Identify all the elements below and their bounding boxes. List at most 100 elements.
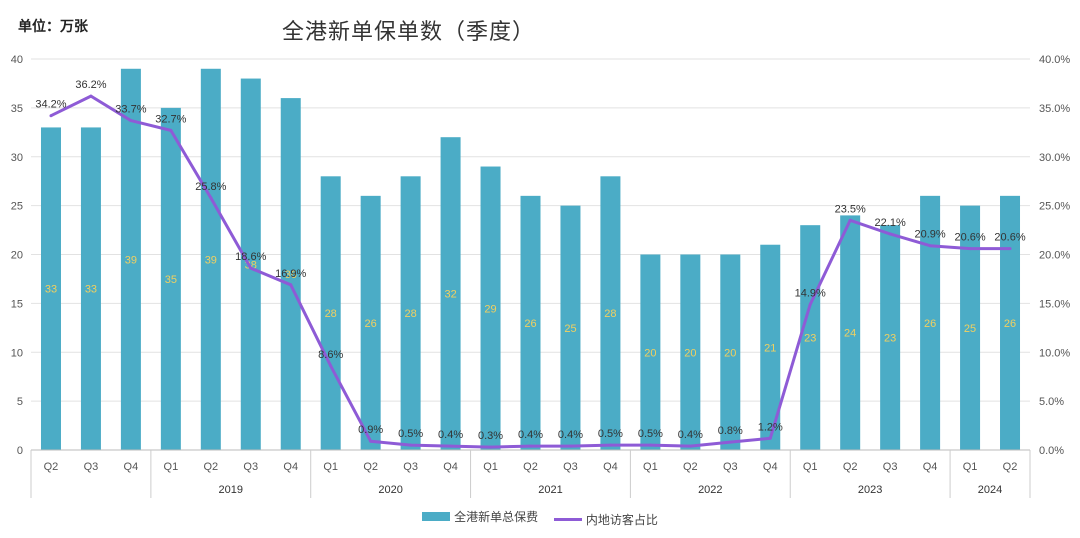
- bar: [1000, 195, 1021, 450]
- legend-line-label: 内地访客占比: [585, 513, 658, 527]
- y-left-tick: 5: [17, 396, 23, 408]
- line-value-label: 0.5%: [398, 428, 423, 440]
- y-right-tick: 40.0%: [1039, 54, 1070, 66]
- x-tick-label: Q2: [843, 461, 858, 473]
- bar-value-label: 20: [684, 347, 696, 359]
- x-axis: Q2 Q3 Q4 Q1 Q2 Q3 Q4 Q1 Q2 Q3 Q4 Q1 Q2 Q3 Q4 Q1 Q2 Q3 Q4 Q1…: [30, 449, 1031, 498]
- legend-item-line: 内地访客占比: [553, 511, 658, 528]
- bar: [680, 254, 701, 450]
- bar-value-label: 36: [285, 269, 297, 281]
- bar-value-label: 20: [644, 347, 656, 359]
- y-left-tick: 15: [11, 298, 23, 310]
- bar: [520, 195, 541, 450]
- line-value-label: 1.2%: [758, 421, 783, 433]
- y-left-tick: 0: [17, 445, 23, 457]
- y-right-tick: 25.0%: [1039, 201, 1070, 213]
- line-value-label: 0.3%: [478, 430, 503, 442]
- bar: [320, 176, 341, 451]
- x-tick-label: Q3: [243, 461, 258, 473]
- bar-value-label: 25: [964, 323, 976, 335]
- line-point: [49, 114, 53, 118]
- bar: [120, 68, 141, 451]
- line-point: [89, 94, 93, 98]
- line-value-label: 0.4%: [438, 429, 463, 441]
- line-point: [928, 244, 932, 248]
- line-point: [329, 364, 333, 368]
- bar-value-label: 33: [45, 284, 57, 296]
- y-right-tick: 15.0%: [1039, 298, 1070, 310]
- line-point: [648, 443, 652, 447]
- x-tick-label: Q1: [803, 461, 818, 473]
- x-tick-label: Q4: [283, 461, 298, 473]
- x-tick-label: Q3: [883, 461, 898, 473]
- x-tick-label: Q3: [403, 461, 418, 473]
- y-right-tick: 35.0%: [1039, 103, 1070, 115]
- bar: [400, 176, 421, 451]
- line-value-label: 0.4%: [518, 429, 543, 441]
- line-point: [808, 302, 812, 306]
- y-right-tick: 20.0%: [1039, 250, 1070, 262]
- year-label: 2020: [378, 484, 402, 496]
- line-point: [1008, 247, 1012, 251]
- x-tick-label: Q4: [763, 461, 778, 473]
- line-series: [49, 94, 1012, 449]
- line-point: [848, 218, 852, 222]
- y-right-tick: 30.0%: [1039, 152, 1070, 164]
- bar: [480, 166, 501, 450]
- y-left-tick: 25: [11, 201, 23, 213]
- y-right-tick: 5.0%: [1039, 396, 1064, 408]
- line-point: [129, 119, 133, 123]
- unit-label: 单位：万张: [18, 19, 88, 35]
- line-point: [888, 232, 892, 236]
- bar: [640, 254, 661, 450]
- line-value-label: 22.1%: [875, 217, 906, 229]
- bar: [920, 195, 941, 450]
- line-point: [169, 128, 173, 132]
- y-axis-left: 0 5 10 15 20 25 30 35 40: [11, 54, 23, 457]
- line-point: [529, 444, 532, 448]
- line-value-label: 36.2%: [75, 79, 106, 91]
- bar: [720, 254, 741, 450]
- bar-value-label: 39: [205, 254, 217, 266]
- legend-bar-label: 全港新单总保费: [454, 510, 539, 524]
- bar-value-label: 28: [325, 308, 337, 320]
- line-value-label: 0.5%: [638, 428, 663, 440]
- bar: [280, 98, 301, 450]
- bar-value-label: 28: [604, 308, 616, 320]
- line-value-label: 32.7%: [155, 113, 186, 125]
- bar: [760, 244, 781, 450]
- bar-value-label: 33: [85, 284, 97, 296]
- line-value-label: 0.4%: [558, 429, 583, 441]
- bar-value-label: 26: [365, 318, 377, 330]
- y-left-tick: 30: [11, 152, 23, 164]
- bar: [800, 225, 821, 450]
- line-value-label: 34.2%: [35, 99, 66, 111]
- bar-value-label: 29: [484, 303, 496, 315]
- bar-value-label: 26: [524, 318, 536, 330]
- line-value-label: 20.9%: [914, 229, 945, 241]
- bar: [360, 195, 381, 450]
- x-tick-label: Q4: [443, 461, 458, 473]
- x-tick-label: Q1: [164, 461, 179, 473]
- x-tick-label: Q1: [963, 461, 978, 473]
- line-value-label: 33.7%: [115, 104, 146, 116]
- line-value-label: 8.6%: [318, 349, 343, 361]
- bar: [240, 78, 261, 451]
- line-value-label: 25.8%: [195, 181, 226, 193]
- line-value-label: 0.4%: [678, 429, 703, 441]
- bar-value-label: 26: [924, 318, 936, 330]
- bar-value-label: 23: [804, 333, 816, 345]
- year-label: 2024: [978, 484, 1002, 496]
- x-tick-label: Q4: [603, 461, 618, 473]
- line-point: [968, 247, 972, 251]
- bar-value-label: 26: [1004, 318, 1016, 330]
- line-value-label: 0.8%: [718, 425, 743, 437]
- x-tick-label: Q1: [643, 461, 658, 473]
- bar-value-label: 20: [724, 347, 736, 359]
- bar-value-label: 28: [404, 308, 416, 320]
- year-label: 2022: [698, 484, 722, 496]
- year-label: 2023: [858, 484, 882, 496]
- line-value-label: 18.6%: [235, 251, 266, 263]
- line-point: [449, 444, 453, 448]
